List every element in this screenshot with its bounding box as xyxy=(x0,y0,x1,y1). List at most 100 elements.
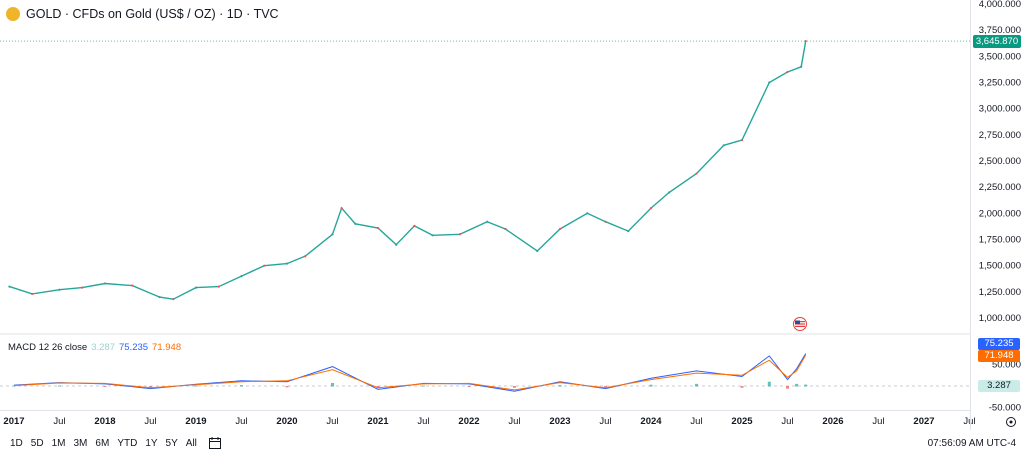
time-axis[interactable]: 2017 Jul 2018 Jul 2019 Jul 2020 Jul 2021 Jul 2022 J… xyxy=(3,416,975,427)
last-price-badge: 3,645.870 xyxy=(973,35,1021,48)
price-point xyxy=(586,212,589,215)
bottom-toolbar: 1D 5D 1M 3M 6M YTD 1Y 5Y All xyxy=(0,434,1024,454)
price-point xyxy=(58,288,61,291)
macd-hist-bar xyxy=(695,383,698,387)
price-tick-label: 1,500.000 xyxy=(979,261,1021,272)
hist-badge: 3.287 xyxy=(978,380,1020,392)
price-point xyxy=(8,285,11,288)
time-tick-label: Jul xyxy=(144,416,156,427)
timeframe-button-1m[interactable]: 1M xyxy=(51,438,66,449)
macd-hist-bar xyxy=(58,385,61,387)
macd-hist-bar xyxy=(513,386,516,388)
date-range-icon[interactable] xyxy=(208,436,222,450)
macd-axis[interactable]: 50.000 -50.000 xyxy=(989,360,1021,414)
price-line xyxy=(9,40,807,300)
signal-badge: 71.948 xyxy=(978,350,1020,362)
macd-signal-value: 71.948 xyxy=(152,342,182,353)
price-point xyxy=(431,234,434,237)
price-tick-label: 4,000.000 xyxy=(979,0,1021,10)
price-point xyxy=(627,230,630,233)
price-tick-label: 2,750.000 xyxy=(979,130,1021,141)
timeframe-button-ytd[interactable]: YTD xyxy=(117,438,138,449)
macd-hist-bar xyxy=(12,385,16,387)
time-tick-label: Jul xyxy=(690,416,702,427)
macd-hist-bar xyxy=(240,385,243,387)
price-tick-label: 3,250.000 xyxy=(979,78,1021,89)
timeframe-button-3m[interactable]: 3M xyxy=(73,438,88,449)
timeframe-button-1d[interactable]: 1D xyxy=(10,438,23,449)
price-point xyxy=(304,255,307,258)
price-point xyxy=(504,227,507,231)
macd-legend[interactable]: MACD 12 26 close 3.287 75.235 71.948 xyxy=(8,342,181,353)
time-tick-label: 2017 xyxy=(3,416,24,427)
time-tick-label: 2020 xyxy=(276,416,297,427)
price-point xyxy=(722,144,725,147)
time-tick-label: 2027 xyxy=(913,416,934,427)
time-tick-label: Jul xyxy=(872,416,884,427)
time-tick-label: Jul xyxy=(508,416,520,427)
price-point xyxy=(649,207,653,210)
us-flag-event-icon[interactable] xyxy=(793,317,807,331)
price-point xyxy=(768,81,771,84)
macd-hist-bar xyxy=(740,386,744,388)
macd-hist-bar xyxy=(285,386,289,388)
time-tick-label: Jul xyxy=(53,416,65,427)
time-tick-label: 2023 xyxy=(549,416,570,427)
macd-value: 75.235 xyxy=(118,342,149,353)
price-tick-label: 3,500.000 xyxy=(979,51,1021,62)
price-axis-border xyxy=(970,0,971,430)
time-tick-label: 2022 xyxy=(458,416,479,427)
macd-hist-bar xyxy=(103,386,107,387)
timeframe-button-6m[interactable]: 6M xyxy=(95,438,110,449)
price-point xyxy=(31,292,34,296)
price-point xyxy=(395,243,398,246)
timeframe-button-5y[interactable]: 5Y xyxy=(165,438,178,449)
timeframe-button-5d[interactable]: 5D xyxy=(30,438,44,449)
macd-hist-bar xyxy=(149,386,152,388)
price-axis[interactable]: 1,000.000 1,250.000 1,500.000 1,750.000 2,00… xyxy=(979,0,1021,324)
price-point xyxy=(740,138,744,142)
macd-hist-bar xyxy=(331,382,334,387)
settings-icon[interactable] xyxy=(1005,416,1017,428)
clock-timezone[interactable]: 07:56:09 AM UTC-4 xyxy=(927,438,1016,449)
time-tick-label: Jul xyxy=(326,416,338,427)
macd-hist-bar xyxy=(194,385,198,387)
macd-label[interactable]: MACD 12 26 close xyxy=(8,342,88,353)
time-axis-border xyxy=(0,410,970,411)
signal-line xyxy=(13,354,807,391)
price-point xyxy=(81,286,84,289)
time-tick-label: Jul xyxy=(963,416,975,427)
price-point xyxy=(217,285,220,288)
macd-hist-value: 3.287 xyxy=(91,342,115,353)
timeframe-button-all[interactable]: All xyxy=(185,438,197,449)
macd-tick-label: 50.000 xyxy=(992,360,1021,371)
price-point xyxy=(800,65,803,68)
macd-hist-bar xyxy=(467,386,471,387)
timeframe-buttons: 1D 5D 1M 3M 6M YTD 1Y 5Y All xyxy=(10,438,197,449)
price-point xyxy=(695,172,698,175)
time-tick-label: 2018 xyxy=(94,416,115,427)
price-point xyxy=(285,262,289,265)
price-point xyxy=(786,70,789,74)
price-point xyxy=(804,39,807,43)
price-point xyxy=(103,282,107,285)
price-point xyxy=(604,220,607,223)
price-point xyxy=(131,284,134,287)
price-tick-label: 2,250.000 xyxy=(979,182,1021,193)
macd-hist-bar xyxy=(558,385,562,387)
price-point xyxy=(354,222,357,225)
macd-hist-bar xyxy=(376,386,380,389)
gold-symbol-icon[interactable] xyxy=(6,7,20,21)
price-point xyxy=(331,233,334,236)
timeframe-button-1y[interactable]: 1Y xyxy=(145,438,158,449)
macd-histogram xyxy=(12,381,808,389)
price-point xyxy=(172,298,175,301)
chart-header: GOLD · CFDs on Gold (US$ / OZ) · 1D · TV… xyxy=(6,6,279,22)
price-tick-label: 1,250.000 xyxy=(979,287,1021,298)
macd-hist-bar xyxy=(649,384,653,387)
macd-lines xyxy=(13,353,807,392)
symbol-title[interactable]: GOLD · CFDs on Gold (US$ / OZ) · 1D · TV… xyxy=(26,7,279,21)
macd-tick-label: -50.000 xyxy=(989,403,1021,414)
macd-hist-bar xyxy=(786,386,789,389)
